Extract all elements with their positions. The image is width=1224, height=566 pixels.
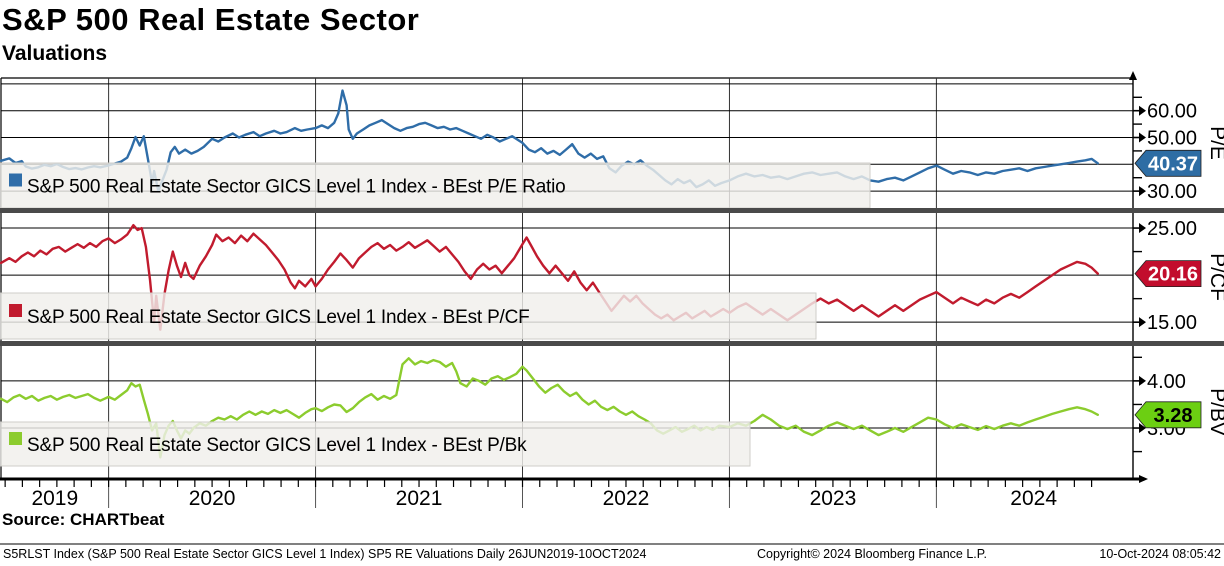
pbv-last-value-badge xyxy=(1134,401,1202,429)
pe-legend-marker xyxy=(9,173,22,187)
footer-ticker-info: S5RLST Index (S&P 500 Real Estate Sector… xyxy=(3,547,647,561)
pe-tick-label: 30.00 xyxy=(1147,181,1197,203)
pe-legend xyxy=(0,162,871,209)
year-label: 2019 xyxy=(31,487,78,510)
pe-tick-label: 50.00 xyxy=(1147,128,1197,150)
pbv-legend xyxy=(0,421,751,467)
pcf-tick-label: 25.00 xyxy=(1147,218,1197,240)
pbv-legend-marker xyxy=(9,432,22,445)
pcf-tick-label: 15.00 xyxy=(1147,312,1197,334)
pcf-panel: 25.00 15.00 S&P 500 Real Estate Sector GIC… xyxy=(0,218,1224,340)
source-label: Source: CHARTbeat xyxy=(2,510,165,529)
pe-legend-label: S&P 500 Real Estate Sector GICS Level 1 … xyxy=(27,177,566,198)
pcf-last-value-badge xyxy=(1134,260,1202,288)
pcf-axis-title: P/CF xyxy=(1206,253,1224,301)
footer-copyright: Copyright© 2024 Bloomberg Finance L.P. xyxy=(757,547,987,561)
pbv-axis-title: P/BV xyxy=(1206,388,1224,436)
year-label: 2022 xyxy=(603,487,650,510)
pcf-legend-label: S&P 500 Real Estate Sector GICS Level 1 … xyxy=(27,307,530,328)
year-label: 2020 xyxy=(189,487,236,510)
pe-last-value: 40.37 xyxy=(1148,153,1198,175)
page-subtitle: Valuations xyxy=(2,42,108,65)
pe-axis-title: P/E xyxy=(1206,126,1224,160)
year-label: 2023 xyxy=(810,487,857,510)
footer-timestamp: 10-Oct-2024 08:05:42 xyxy=(1099,547,1221,561)
pbv-legend-label: S&P 500 Real Estate Sector GICS Level 1 … xyxy=(27,435,527,456)
pcf-last-value: 20.16 xyxy=(1148,264,1198,286)
pcf-legend-marker xyxy=(9,304,22,317)
pcf-legend xyxy=(0,292,817,340)
page-title: S&P 500 Real Estate Sector xyxy=(2,2,420,37)
pe-last-value-badge xyxy=(1134,149,1202,177)
year-label: 2021 xyxy=(396,487,443,510)
pbv-tick-label: 4.00 xyxy=(1147,371,1186,393)
pe-panel: 60.00 50.00 30.00 S&P 500 Real Estate Secto… xyxy=(0,83,1224,209)
year-label: 2024 xyxy=(1010,487,1057,510)
pbv-panel: 4.003.00S&P 500 Real Estate Sector GICS … xyxy=(0,356,1224,467)
pbv-last-value: 3.28 xyxy=(1154,405,1193,427)
pe-tick-label: 60.00 xyxy=(1147,101,1197,123)
